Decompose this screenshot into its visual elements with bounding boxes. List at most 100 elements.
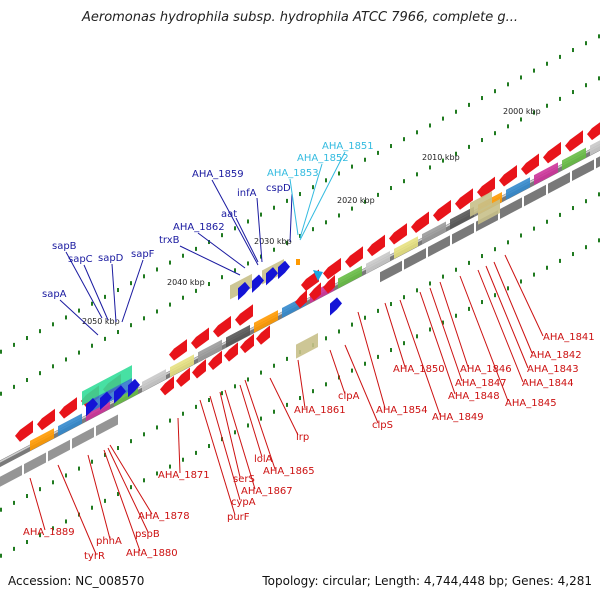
gene-arrow	[100, 391, 112, 410]
tick-mark	[364, 361, 366, 366]
tick-mark	[520, 75, 522, 80]
tick-mark	[208, 240, 210, 245]
feature-block	[366, 251, 390, 274]
tick-mark	[52, 480, 54, 485]
tick-mark	[286, 198, 288, 203]
gene-label-aha-1853[interactable]: AHA_1853	[267, 168, 319, 179]
tick-mark	[403, 179, 405, 184]
gene-label-aha-1878[interactable]: AHA_1878	[138, 511, 190, 522]
gene-label-cypa[interactable]: cypA	[231, 497, 256, 508]
gene-label-aha-1889[interactable]: AHA_1889	[23, 527, 75, 538]
leader-line	[459, 275, 509, 402]
gene-label-cspd[interactable]: cspD	[266, 183, 291, 194]
feature-block	[0, 465, 22, 487]
gene-label-sapa[interactable]: sapA	[42, 289, 67, 300]
gene-arrow	[224, 342, 238, 362]
tick-mark	[78, 308, 80, 313]
tick-mark	[442, 116, 444, 121]
tick-mark	[533, 68, 535, 73]
tick-mark	[0, 553, 2, 558]
tick-mark	[13, 384, 15, 389]
tick-mark	[468, 260, 470, 265]
gene-label-aha-1841[interactable]: AHA_1841	[543, 332, 595, 343]
tick-mark	[273, 409, 275, 414]
gene-label-aha-1844[interactable]: AHA_1844	[522, 378, 574, 389]
gene-arrow	[543, 141, 561, 164]
tick-mark	[533, 272, 535, 277]
tick-mark	[481, 300, 483, 305]
gene-label-trxb[interactable]: trxB	[159, 235, 180, 246]
gene-label-sapc[interactable]: sapC	[68, 254, 93, 265]
gene-label-aha-1848[interactable]: AHA_1848	[448, 391, 500, 402]
gene-label-aha-1862[interactable]: AHA_1862	[173, 222, 225, 233]
gene-label-aha-1867[interactable]: AHA_1867	[241, 486, 293, 497]
tick-mark	[338, 213, 340, 218]
gene-label-aha-1847[interactable]: AHA_1847	[455, 378, 507, 389]
tick-mark	[507, 124, 509, 129]
tick-mark	[78, 466, 80, 471]
gene-label-aha-1850[interactable]: AHA_1850	[393, 364, 445, 375]
scale-label-2050: 2050 kbp	[82, 317, 120, 326]
gene-label-pspb[interactable]: pspB	[135, 529, 160, 540]
gene-label-aha-1854[interactable]: AHA_1854	[376, 405, 428, 416]
tick-mark	[481, 96, 483, 101]
leader-line	[493, 261, 533, 354]
gene-label-aha-1849[interactable]: AHA_1849	[432, 412, 484, 423]
gene-label-lrp[interactable]: lrp	[296, 432, 309, 443]
tick-mark	[559, 212, 561, 217]
feature-block	[404, 248, 426, 270]
leader-line	[419, 291, 456, 395]
tick-mark	[117, 330, 119, 335]
gene-arrow	[114, 385, 126, 404]
gene-label-aha-1865[interactable]: AHA_1865	[263, 466, 315, 477]
gene-label-phha[interactable]: phhA	[96, 536, 122, 547]
gene-label-sapb[interactable]: sapB	[52, 241, 77, 252]
gene-label-sers[interactable]: serS	[233, 474, 255, 485]
tick-mark	[585, 199, 587, 204]
gene-label-aha-1852[interactable]: AHA_1852	[297, 153, 349, 164]
gene-arrow	[128, 378, 140, 398]
tick-mark	[182, 253, 184, 258]
tick-mark	[273, 205, 275, 210]
gene-label-aha-1843[interactable]: AHA_1843	[527, 364, 579, 375]
gene-label-aha-1871[interactable]: AHA_1871	[158, 470, 210, 481]
tick-mark	[195, 404, 197, 409]
tick-mark	[130, 439, 132, 444]
gene-label-aha-1842[interactable]: AHA_1842	[530, 350, 582, 361]
gene-arrow	[176, 367, 190, 387]
feature-block	[254, 310, 278, 333]
gene-label-infa[interactable]: infA	[237, 188, 257, 199]
gene-arrow	[169, 339, 187, 361]
tick-mark	[559, 96, 561, 101]
tick-mark	[247, 423, 249, 428]
gene-arrow	[37, 408, 55, 431]
scale-label-2020: 2020 kbp	[337, 196, 375, 205]
feature-block	[296, 333, 318, 359]
tick-mark	[572, 206, 574, 211]
gene-label-purf[interactable]: purF	[227, 512, 250, 523]
tick-mark	[234, 384, 236, 389]
gene-arrow	[301, 269, 319, 291]
tick-mark	[403, 341, 405, 346]
gene-label-lola[interactable]: lolA	[254, 454, 273, 465]
gene-label-sapd[interactable]: sapD	[98, 253, 124, 264]
gene-label-aat[interactable]: aat	[221, 209, 237, 220]
leader-line	[197, 232, 246, 269]
gene-label-clps[interactable]: clpS	[372, 420, 393, 431]
gene-label-aha-1851[interactable]: AHA_1851	[322, 141, 374, 152]
gene-label-clpa[interactable]: clpA	[338, 391, 360, 402]
tick-rows	[0, 34, 600, 558]
gene-label-aha-1846[interactable]: AHA_1846	[460, 364, 512, 375]
tick-mark	[533, 226, 535, 231]
leader-line	[329, 349, 346, 395]
gene-label-aha-1859[interactable]: AHA_1859	[192, 169, 244, 180]
gene-label-aha-1861[interactable]: AHA_1861	[294, 405, 346, 416]
gene-label-aha-1880[interactable]: AHA_1880	[126, 548, 178, 559]
tick-mark	[247, 377, 249, 382]
tick-mark	[598, 192, 600, 197]
gene-arrow	[323, 275, 335, 294]
tick-mark	[416, 172, 418, 177]
gene-label-aha-1845[interactable]: AHA_1845	[505, 398, 557, 409]
gene-label-tyrr[interactable]: tyrR	[84, 551, 105, 562]
gene-label-sapf[interactable]: sapF	[131, 249, 155, 260]
